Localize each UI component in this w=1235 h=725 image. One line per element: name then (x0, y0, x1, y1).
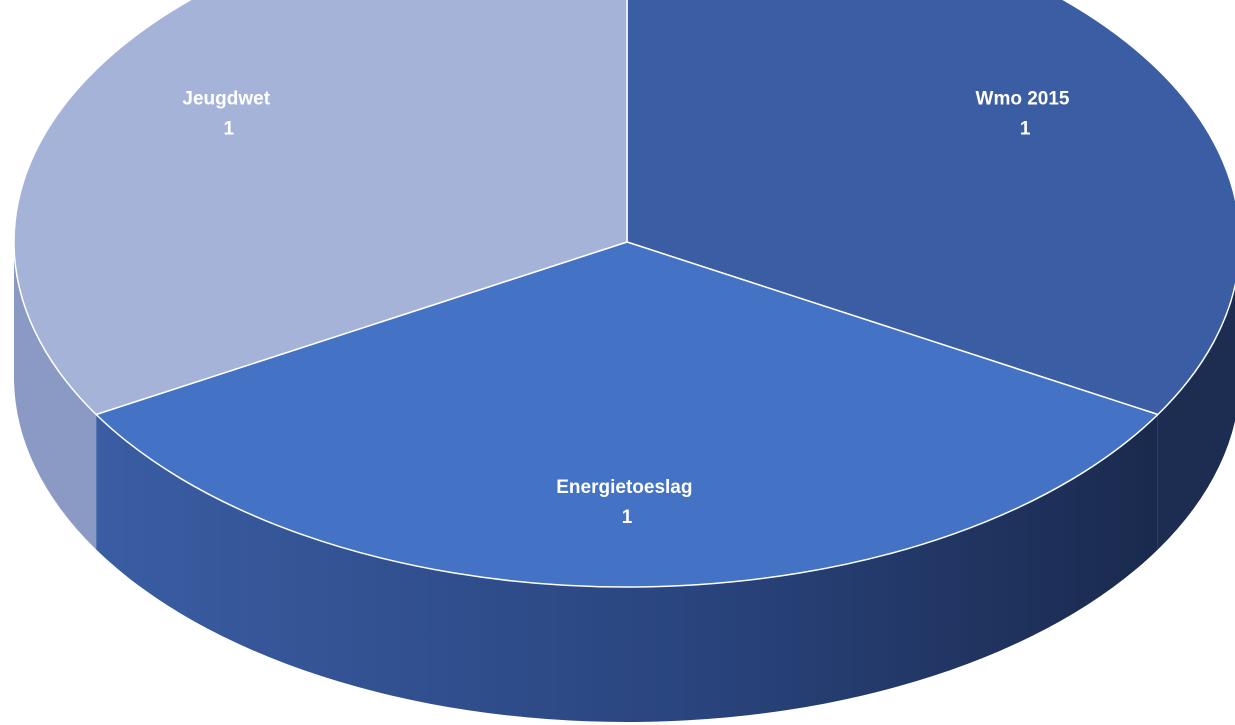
pie-chart-svg: Wmo 2015 1 Energietoeslag 1 Jeugdwet 1 (0, 0, 1235, 725)
pie-chart: Wmo 2015 1 Energietoeslag 1 Jeugdwet 1 (0, 0, 1235, 725)
